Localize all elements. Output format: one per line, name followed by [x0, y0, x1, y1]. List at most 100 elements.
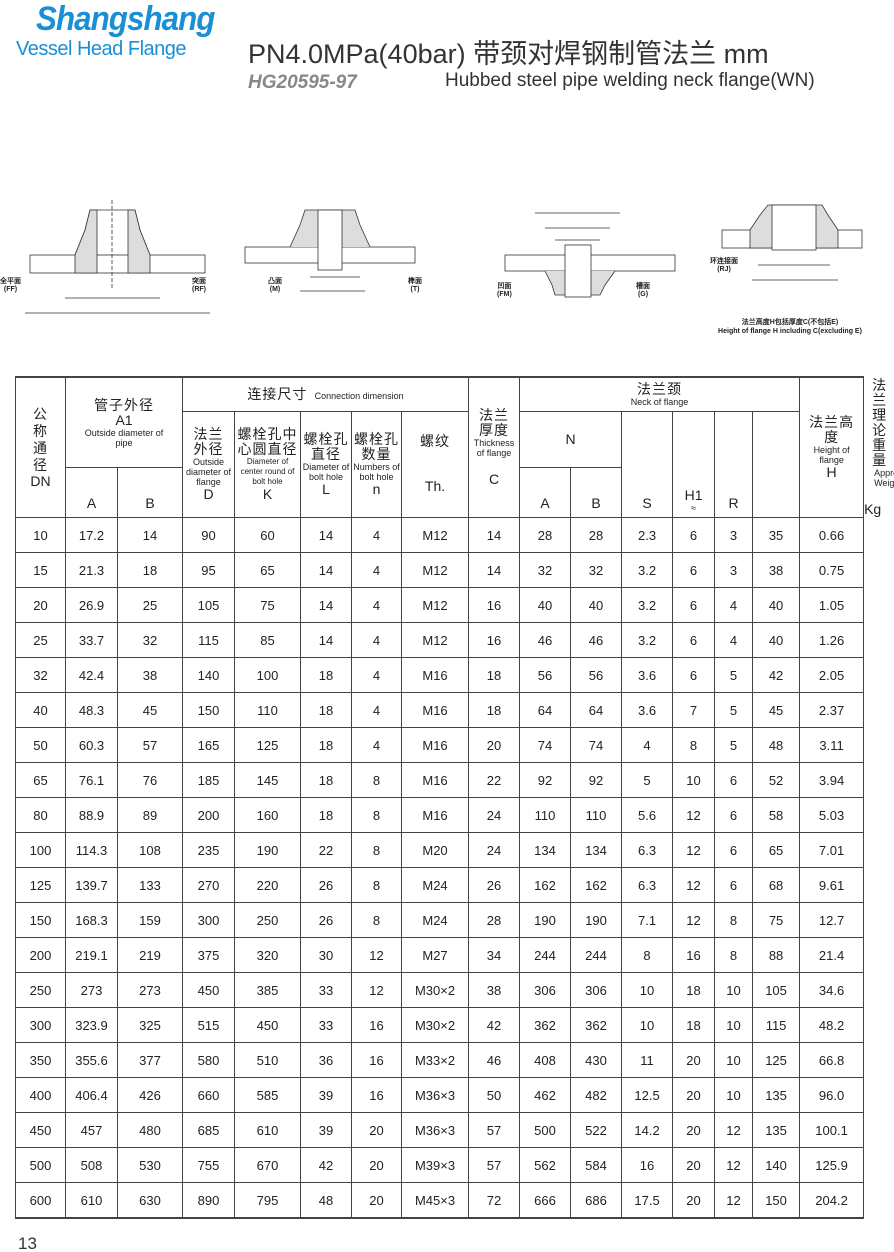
- table-cell: 135: [752, 1077, 801, 1113]
- table-cell: M24: [400, 902, 470, 938]
- table-cell: 190: [234, 832, 301, 868]
- table-cell: M27: [400, 937, 470, 973]
- table-cell: 66.8: [799, 1042, 865, 1078]
- table-cell: 12: [672, 867, 716, 903]
- table-cell: 362: [570, 1007, 623, 1043]
- table-cell: 18: [468, 692, 521, 728]
- table-cell: 670: [234, 1147, 301, 1183]
- table-cell: 24: [468, 832, 521, 868]
- table-cell: M45×3: [400, 1182, 470, 1219]
- table-cell: 610: [65, 1182, 118, 1219]
- header-k: 螺栓孔中心圆直径 Diameter of center round of bolt…: [234, 410, 301, 518]
- table-cell: 12.5: [621, 1077, 674, 1113]
- table-cell: 16: [672, 937, 716, 973]
- table-cell: 33: [300, 1007, 352, 1043]
- table-cell: 204.2: [799, 1182, 865, 1219]
- table-row: 250 273 273 450 385 33 12 M30×2 38 306 306 10 18 10 10…: [15, 972, 865, 1008]
- table-cell: 2.37: [799, 692, 865, 728]
- table-cell: 500: [15, 1147, 66, 1183]
- table-cell: 26: [300, 902, 352, 938]
- table-cell: 3.6: [621, 692, 674, 728]
- table-cell: 28: [468, 902, 521, 938]
- table-cell: 14.2: [621, 1112, 674, 1148]
- table-cell: 457: [65, 1112, 118, 1148]
- table-cell: 20: [351, 1112, 402, 1148]
- table-cell: 610: [234, 1112, 301, 1148]
- table-cell: 18: [117, 552, 183, 588]
- table-cell: 45: [752, 692, 801, 728]
- table-cell: 6.3: [621, 867, 674, 903]
- table-cell: 306: [519, 972, 572, 1008]
- table-cell: 6.3: [621, 832, 674, 868]
- header-h: 法兰高度 Height of flange H: [799, 376, 865, 518]
- table-cell: 125: [234, 727, 301, 763]
- table-cell: 755: [182, 1147, 235, 1183]
- table-cell: 5: [714, 692, 754, 728]
- table-cell: 14: [468, 517, 521, 553]
- table-cell: 20: [351, 1147, 402, 1183]
- table-cell: 5: [621, 762, 674, 798]
- label-ff: 全平面 (FF): [0, 278, 21, 293]
- header-h1: H1 ≈: [672, 410, 716, 518]
- table-cell: 190: [570, 902, 623, 938]
- header-neck-b: B: [570, 467, 623, 518]
- table-cell: 32: [117, 622, 183, 658]
- header-pipe-b: B: [117, 467, 183, 518]
- table-cell: 11: [621, 1042, 674, 1078]
- table-cell: 385: [234, 972, 301, 1008]
- table-cell: 4: [351, 622, 402, 658]
- table-cell: 4: [351, 587, 402, 623]
- table-cell: 105: [182, 587, 235, 623]
- table-cell: 4: [714, 587, 754, 623]
- table-cell: 6: [672, 622, 716, 658]
- table-cell: 584: [570, 1147, 623, 1183]
- table-cell: 8: [621, 937, 674, 973]
- table-cell: 375: [182, 937, 235, 973]
- table-cell: 6: [672, 587, 716, 623]
- table-row: 80 88.9 89 200 160 18 8 M16 24 110 110 5.6 12 6 58 5.03: [15, 797, 865, 833]
- table-cell: 34.6: [799, 972, 865, 1008]
- table-cell: 3.11: [799, 727, 865, 763]
- table-cell: 508: [65, 1147, 118, 1183]
- table-cell: 244: [519, 937, 572, 973]
- table-cell: 46: [570, 622, 623, 658]
- table-cell: 300: [182, 902, 235, 938]
- table-cell: 235: [182, 832, 235, 868]
- table-cell: 64: [519, 692, 572, 728]
- table-cell: 10: [621, 1007, 674, 1043]
- table-cell: 8: [714, 902, 754, 938]
- table-cell: 10: [621, 972, 674, 1008]
- header-neck-a: A: [519, 467, 572, 518]
- table-cell: 89: [117, 797, 183, 833]
- table-cell: 10: [714, 1007, 754, 1043]
- table-cell: 6: [714, 867, 754, 903]
- table-cell: 406.4: [65, 1077, 118, 1113]
- table-cell: 8: [351, 867, 402, 903]
- table-cell: 110: [570, 797, 623, 833]
- table-cell: 7.01: [799, 832, 865, 868]
- table-cell: 660: [182, 1077, 235, 1113]
- table-cell: 12: [672, 797, 716, 833]
- table-cell: 105: [752, 972, 801, 1008]
- table-cell: 25: [15, 622, 66, 658]
- table-cell: 165: [182, 727, 235, 763]
- table-row: 450 457 480 685 610 39 20 M36×3 57 500 522 14.2 20 12…: [15, 1112, 865, 1148]
- table-cell: 4: [351, 727, 402, 763]
- header-c: 法兰厚度 Thickness of flange C: [468, 376, 521, 518]
- table-cell: 100: [15, 832, 66, 868]
- table-cell: 522: [570, 1112, 623, 1148]
- table-cell: 45: [117, 692, 183, 728]
- table-cell: 100.1: [799, 1112, 865, 1148]
- table-cell: 162: [570, 867, 623, 903]
- table-cell: 110: [519, 797, 572, 833]
- table-cell: 20: [468, 727, 521, 763]
- table-cell: 28: [570, 517, 623, 553]
- table-cell: 450: [182, 972, 235, 1008]
- table-cell: 20: [672, 1112, 716, 1148]
- table-cell: 4: [351, 657, 402, 693]
- table-cell: 38: [752, 552, 801, 588]
- table-cell: 3.6: [621, 657, 674, 693]
- table-cell: 68: [752, 867, 801, 903]
- table-cell: 58: [752, 797, 801, 833]
- header-l: 螺栓孔直径 Diameter of bolt hole L: [300, 410, 352, 518]
